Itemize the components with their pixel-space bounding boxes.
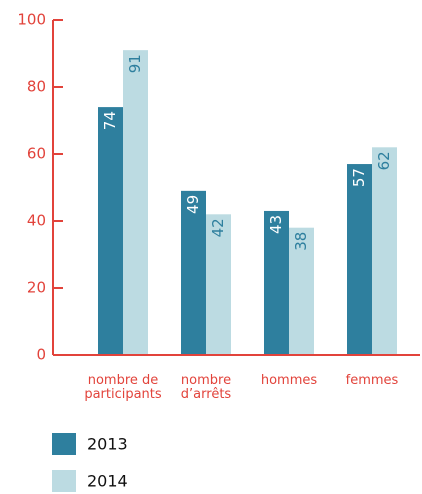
- data-label: 74: [101, 111, 119, 130]
- x-tick-label: hommes: [261, 373, 318, 388]
- y-tick-label: 60: [27, 145, 46, 163]
- bar: [206, 214, 231, 355]
- bar: [347, 164, 372, 355]
- x-tick-label: femmes: [346, 373, 399, 388]
- x-tick-line: femmes: [346, 373, 399, 388]
- bar: [123, 50, 148, 356]
- y-tick-label: 0: [36, 346, 46, 364]
- x-tick-line: nombre de: [88, 373, 159, 388]
- data-label: 91: [126, 54, 144, 73]
- bar: [181, 190, 206, 355]
- data-label: 43: [267, 215, 285, 234]
- x-tick-line: participants: [84, 387, 162, 402]
- x-tick-line: d’arrêts: [181, 387, 232, 402]
- y-tick-label: 20: [27, 279, 46, 297]
- y-tick-label: 100: [17, 11, 46, 29]
- data-label: 38: [292, 232, 310, 251]
- legend-swatch: [52, 470, 76, 492]
- x-tick-line: nombre: [181, 373, 231, 388]
- y-tick-label: 80: [27, 78, 46, 96]
- x-tick-label: nombre de participants: [84, 373, 162, 402]
- data-label: 62: [375, 151, 393, 170]
- bar: [372, 147, 397, 355]
- bar: [264, 210, 289, 355]
- bar: [98, 107, 123, 355]
- legend-swatch: [52, 433, 76, 455]
- data-label: 57: [350, 168, 368, 187]
- data-label: 42: [209, 218, 227, 237]
- y-tick-label: 40: [27, 212, 46, 230]
- bar: [289, 227, 314, 355]
- x-tick-line: hommes: [261, 373, 318, 388]
- legend-label: 2013: [87, 435, 128, 454]
- x-tick-label: nombre d’arrêts: [181, 373, 232, 402]
- legend-label: 2014: [87, 472, 128, 491]
- data-label: 49: [184, 195, 202, 214]
